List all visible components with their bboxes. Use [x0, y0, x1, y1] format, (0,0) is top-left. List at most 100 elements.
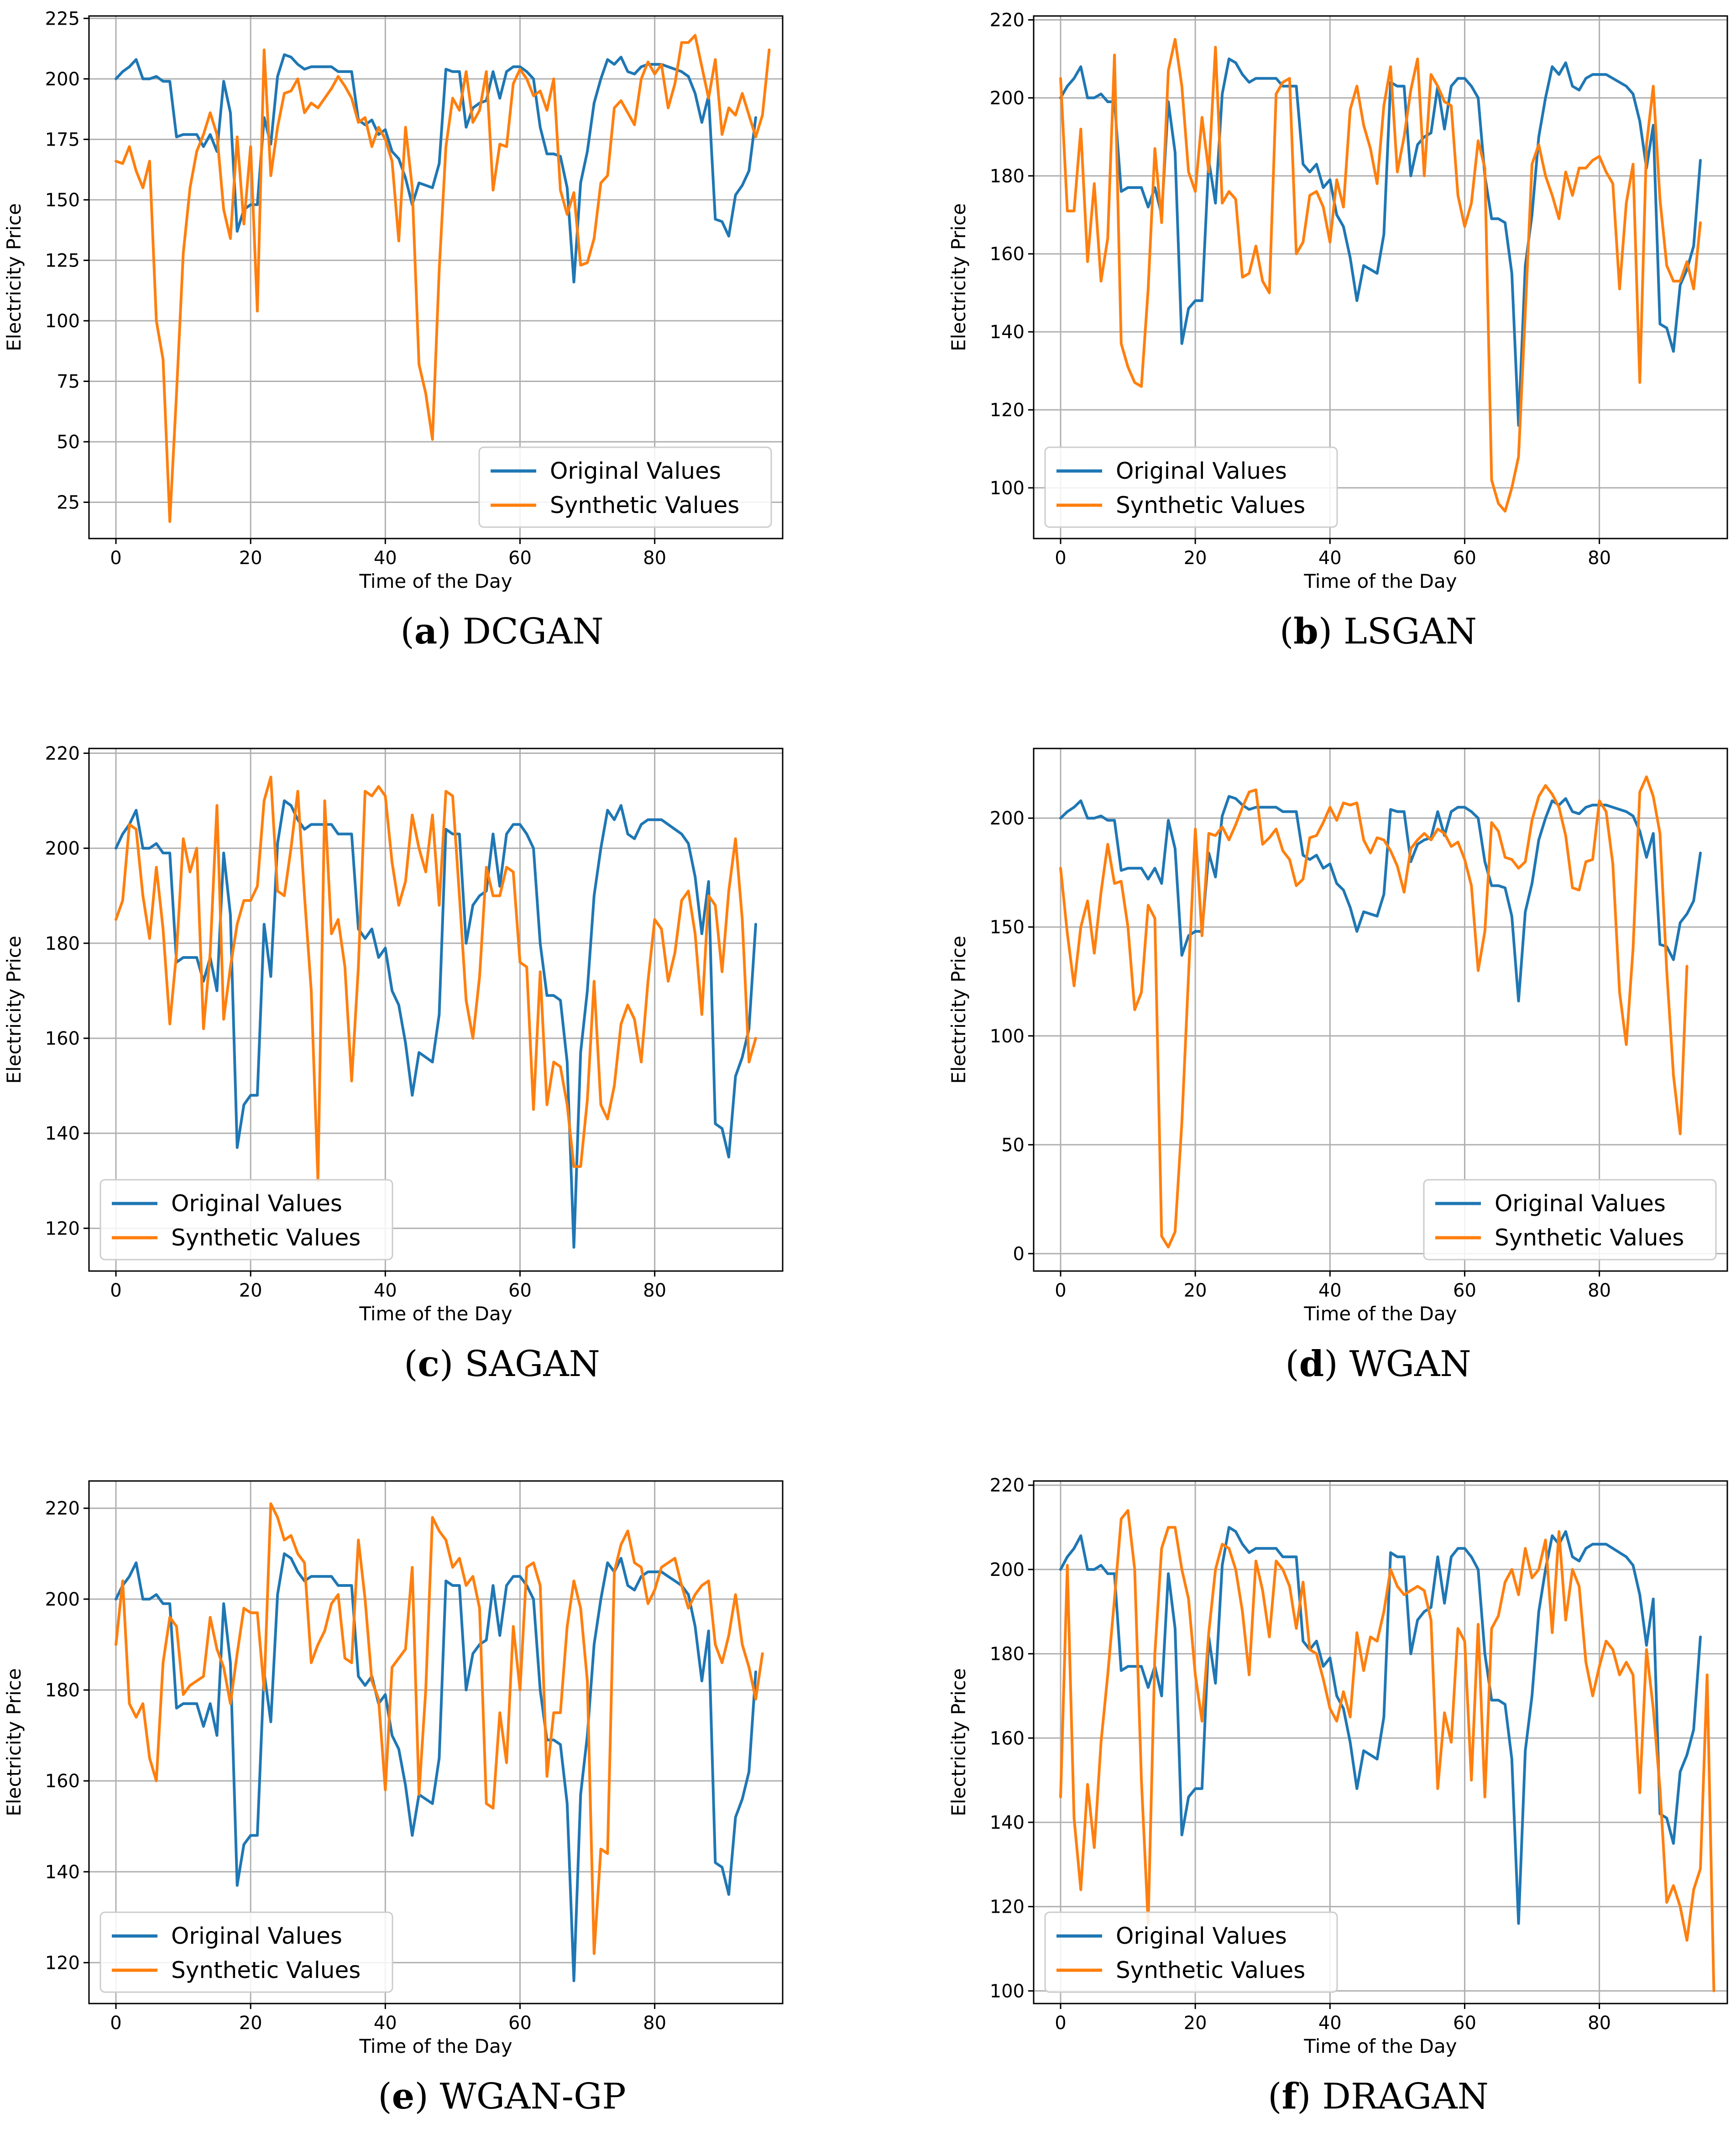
- plot-frame: [1033, 748, 1728, 1272]
- x-tick-label: 40: [374, 2013, 397, 2034]
- legend-box: [1423, 1179, 1717, 1261]
- caption-name: ) LSGAN: [1318, 611, 1477, 652]
- x-tick-label: 20: [239, 1280, 262, 1301]
- x-tick-label: 20: [1184, 2013, 1207, 2034]
- x-tick-label: 40: [1318, 548, 1342, 569]
- y-tick-label: 220: [990, 1475, 1025, 1496]
- chart-panel-b: 0 20 40 60 80 100 120 140 160 180 200 220 Time of th…: [947, 10, 1728, 652]
- caption-letter: d: [1299, 1343, 1324, 1385]
- y-tick-label: 50: [57, 432, 80, 453]
- legend-label-synthetic: Synthetic Values: [171, 1957, 361, 1983]
- caption-name: ) DCGAN: [437, 611, 603, 652]
- y-tick-label: 160: [990, 244, 1025, 265]
- x-tick-label: 20: [1184, 548, 1207, 569]
- x-tick-label: 40: [374, 548, 397, 569]
- legend-label-synthetic: Synthetic Values: [550, 492, 739, 518]
- caption-letter: e: [392, 2076, 415, 2117]
- legend-label-synthetic: Synthetic Values: [1495, 1224, 1684, 1251]
- x-tick-label: 80: [643, 1280, 666, 1301]
- legend: Original Values Synthetic Values: [99, 1911, 393, 1993]
- y-tick-label: 150: [45, 190, 80, 211]
- caption-open-paren: (: [1268, 2076, 1281, 2117]
- x-tick-label: 0: [1055, 548, 1066, 569]
- series-line-synthetic: [115, 1502, 764, 1955]
- y-tick-label: 200: [45, 1589, 80, 1610]
- x-tick-label: 0: [1055, 2013, 1066, 2034]
- x-tick-label: 60: [1453, 2013, 1476, 2034]
- legend-label-original: Original Values: [1116, 458, 1287, 484]
- plot-frame: [88, 748, 784, 1272]
- legend-label-original: Original Values: [171, 1190, 342, 1217]
- y-tick-label: 180: [990, 166, 1025, 187]
- x-tick-label: 40: [374, 1280, 397, 1301]
- legend-box: [1044, 1911, 1338, 1993]
- legend-label-original: Original Values: [550, 458, 721, 484]
- plot-frame: [88, 15, 784, 539]
- x-axis-label: Time of the Day: [359, 2035, 512, 2057]
- y-tick-label: 120: [45, 1218, 80, 1239]
- y-tick-label: 220: [45, 743, 80, 764]
- caption-open-paren: (: [404, 1344, 418, 1385]
- panel-caption: (c) SAGAN: [404, 1343, 600, 1385]
- y-tick-label: 75: [57, 371, 80, 392]
- legend-box: [1044, 446, 1338, 528]
- chart-panel-e: 0 20 40 60 80 120 140 160 180 200 220 Time of the D…: [3, 1480, 784, 2117]
- series-line-synthetic: [115, 34, 771, 523]
- x-tick-label: 80: [1588, 2013, 1611, 2034]
- x-tick-label: 60: [508, 1280, 532, 1301]
- caption-letter: b: [1293, 611, 1318, 652]
- x-tick-label: 80: [1588, 548, 1611, 569]
- y-axis-label: Electricity Price: [947, 936, 970, 1083]
- x-tick-label: 40: [1318, 2013, 1342, 2034]
- x-tick-label: 20: [239, 2013, 262, 2034]
- y-tick-label: 200: [990, 1559, 1025, 1580]
- caption-letter: f: [1282, 2076, 1299, 2117]
- x-axis-label: Time of the Day: [359, 1303, 512, 1325]
- chart-panel-d: 0 20 40 60 80 0 50 100 150 200 Time of the Day Elec…: [947, 748, 1728, 1385]
- legend-label-original: Original Values: [171, 1923, 342, 1949]
- y-tick-label: 0: [1013, 1244, 1025, 1265]
- x-axis-label: Time of the Day: [1303, 1303, 1457, 1325]
- caption-open-paren: (: [1285, 1344, 1299, 1385]
- y-axis-label: Electricity Price: [3, 1668, 25, 1816]
- x-axis-label: Time of the Day: [1303, 2035, 1457, 2057]
- y-axis-label: Electricity Price: [947, 1668, 970, 1816]
- legend: Original Values Synthetic Values: [478, 446, 772, 528]
- x-axis-label: Time of the Day: [1303, 570, 1457, 592]
- panel-caption: (d) WGAN: [1285, 1343, 1471, 1385]
- caption-letter: a: [414, 611, 438, 652]
- x-tick-label: 60: [1453, 548, 1476, 569]
- legend: Original Values Synthetic Values: [1423, 1179, 1717, 1261]
- legend-box: [99, 1911, 393, 1993]
- legend-label-synthetic: Synthetic Values: [171, 1224, 361, 1251]
- x-tick-label: 0: [110, 548, 121, 569]
- y-tick-label: 120: [45, 1952, 80, 1973]
- x-tick-label: 60: [1453, 1280, 1476, 1301]
- y-tick-label: 125: [45, 250, 80, 271]
- y-tick-label: 100: [990, 478, 1025, 499]
- panel-caption: (f) DRAGAN: [1268, 2076, 1489, 2117]
- legend: Original Values Synthetic Values: [1044, 1911, 1338, 1993]
- x-tick-label: 0: [1055, 1280, 1066, 1301]
- y-tick-label: 180: [45, 933, 80, 954]
- x-tick-label: 80: [643, 548, 666, 569]
- series-line-original: [1059, 1526, 1702, 1925]
- y-tick-label: 200: [45, 69, 80, 90]
- y-tick-label: 200: [990, 88, 1025, 109]
- y-tick-label: 200: [990, 808, 1025, 829]
- y-tick-label: 120: [990, 1897, 1025, 1918]
- y-tick-label: 160: [45, 1771, 80, 1792]
- x-tick-label: 80: [643, 2013, 666, 2034]
- y-tick-label: 100: [990, 1026, 1025, 1047]
- legend-box: [99, 1179, 393, 1261]
- panel-caption: (a) DCGAN: [400, 611, 603, 652]
- series-line-original: [1059, 58, 1702, 427]
- y-tick-label: 220: [990, 10, 1025, 31]
- legend-label-synthetic: Synthetic Values: [1116, 492, 1305, 518]
- y-tick-label: 140: [45, 1123, 80, 1144]
- chart-panel-a: 0 20 40 60 80 25 50 75 100 125 150 175 200 225 Time of…: [3, 8, 784, 652]
- x-tick-label: 0: [110, 2013, 121, 2034]
- series-line-synthetic: [115, 775, 757, 1182]
- legend-label-synthetic: Synthetic Values: [1116, 1957, 1305, 1983]
